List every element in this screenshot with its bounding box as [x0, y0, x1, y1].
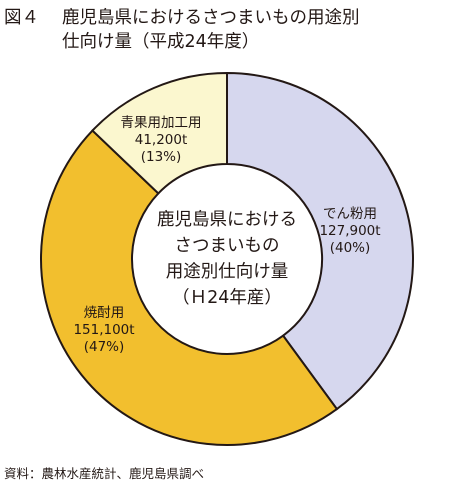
figure-number: 図４ — [4, 8, 39, 28]
slice-label-shochu-percent: (47%) — [84, 339, 125, 355]
slice-label-fresh-processing-percent: (13%) — [141, 149, 182, 165]
title-line-1: 鹿児島県におけるさつまいもの用途別 — [62, 8, 360, 28]
slice-label-starch-value: 127,900t — [319, 223, 380, 239]
slice-label-starch-name: でん粉用 — [323, 206, 377, 222]
slice-fresh-processing — [91, 71, 228, 195]
center-label-line-2: さつまいもの — [175, 236, 280, 256]
center-label-line-4: （Ｈ24年産） — [172, 288, 282, 308]
center-label-line-1: 鹿児島県における — [157, 210, 297, 230]
slice-label-starch-percent: (40%) — [330, 240, 371, 256]
title-line-2: 仕向け量（平成24年度） — [62, 32, 260, 52]
source-note: 資料：農林水産統計、鹿児島県調べ — [4, 466, 205, 481]
slice-starch — [226, 71, 414, 411]
center-label-line-3: 用途別仕向け量 — [166, 262, 289, 282]
slice-shochu — [40, 129, 339, 446]
slice-label-fresh-processing-value: 41,200t — [135, 132, 188, 148]
slice-label-shochu-value: 151,100t — [73, 322, 134, 338]
slice-label-shochu-name: 焼酎用 — [84, 305, 125, 321]
slice-label-fresh-processing-name: 青果用加工用 — [121, 115, 202, 131]
chart-title: 図４ 鹿児島県におけるさつまいもの用途別 仕向け量（平成24年度） — [4, 6, 448, 54]
